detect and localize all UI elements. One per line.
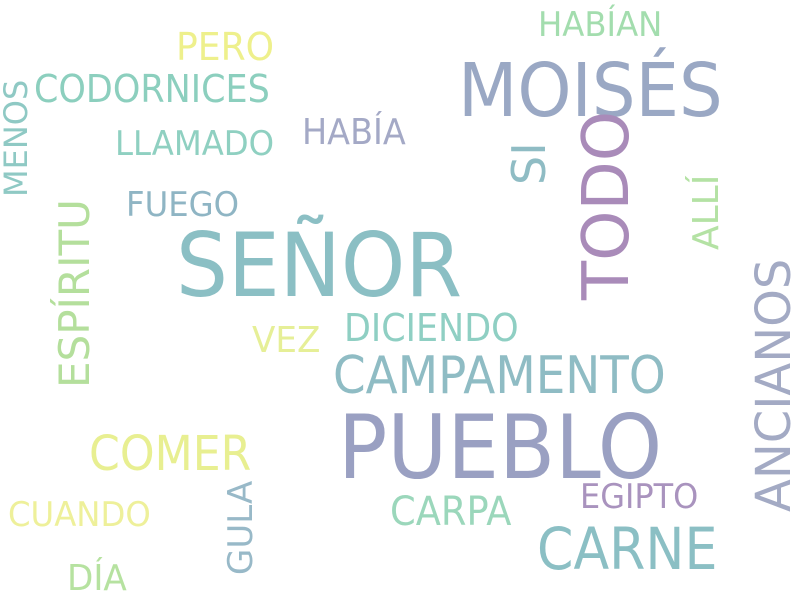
word-diciendo: DICIENDO — [344, 306, 519, 350]
word-codornices: CODORNICES — [34, 67, 270, 111]
word-dia: DÍA — [67, 558, 127, 599]
word-cuando: CUANDO — [8, 495, 151, 535]
word-habia: HABÍA — [302, 112, 406, 153]
word-menos: MENOS — [0, 79, 35, 197]
word-comer: COMER — [89, 426, 252, 482]
word-todo: TODO — [570, 110, 644, 300]
word-habian: HABÍAN — [538, 5, 663, 45]
word-llamado: LLAMADO — [115, 124, 275, 164]
word-si: SI — [502, 142, 556, 185]
word-espiritu: ESPÍRITU — [50, 199, 99, 388]
word-senor: SEÑOR — [176, 214, 463, 317]
word-carpa: CARPA — [390, 489, 512, 535]
word-campamento: CAMPAMENTO — [333, 346, 666, 406]
word-egipto: EGIPTO — [580, 477, 699, 517]
word-moises: MOISÉS — [458, 48, 723, 134]
word-vez: VEZ — [252, 320, 321, 361]
word-pueblo: PUEBLO — [338, 396, 663, 499]
word-fuego: FUEGO — [126, 185, 240, 225]
word-pero: PERO — [176, 25, 275, 69]
word-alli: ALLÍ — [686, 174, 727, 250]
word-gula: GULA — [221, 480, 261, 575]
word-carne: CARNE — [537, 515, 718, 583]
word-ancianos: ANCIANOS — [746, 258, 800, 512]
